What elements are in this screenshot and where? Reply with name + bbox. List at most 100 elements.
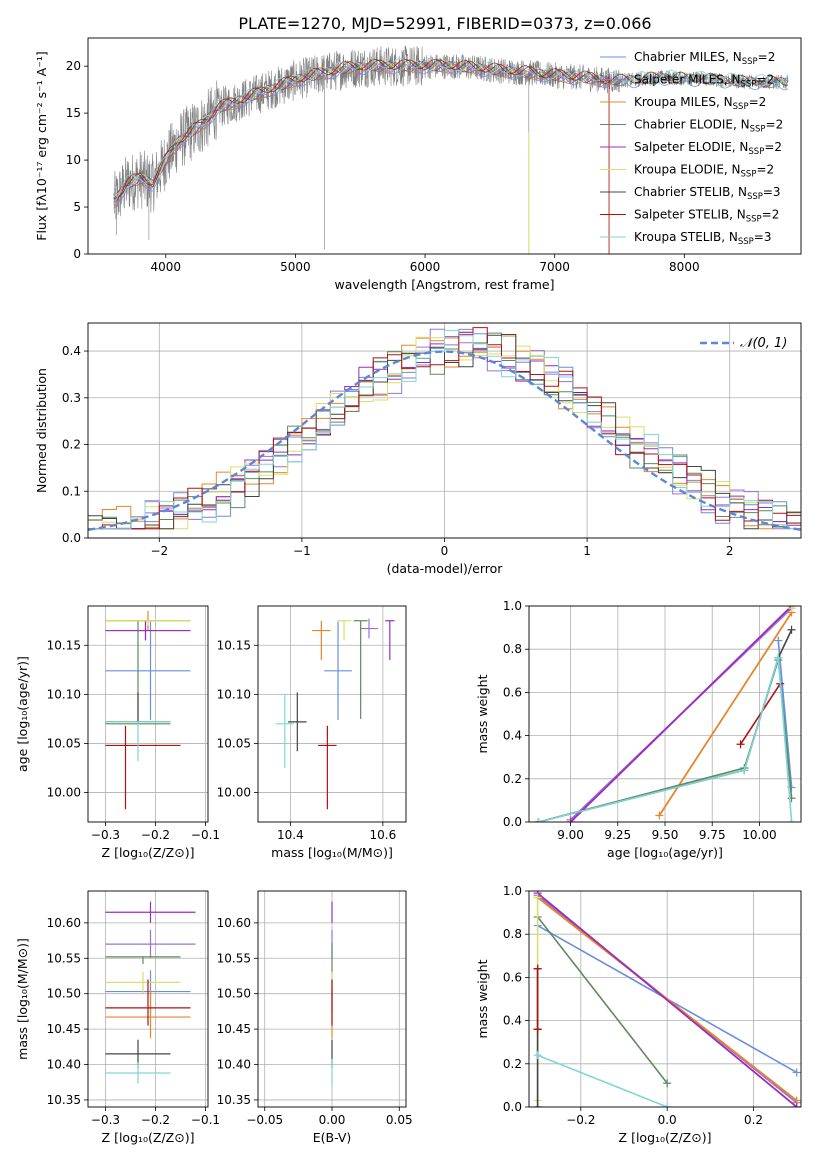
legend-nssp: =3: [754, 230, 772, 244]
x-tick-label: 6000: [410, 260, 441, 274]
x-axis-label: age [log₁₀(age/yr)]: [607, 845, 723, 860]
errorbar-point: [105, 620, 191, 626]
y-tick-label: 10.15: [47, 638, 81, 652]
legend-subscript: SSP: [741, 80, 757, 90]
model-spectrum-line: [113, 61, 789, 200]
weight-marker: [792, 1068, 801, 1077]
legend-entry: Chabrier MILES, NSSP=2: [634, 50, 775, 67]
errorbar-point: [353, 620, 368, 719]
legend-nssp: =2: [749, 95, 767, 109]
residual-histogram-step: [88, 330, 801, 530]
x-tick-label: −0.1: [191, 1113, 220, 1127]
weight-marker: [566, 818, 575, 822]
x-tick-label: −2: [150, 544, 168, 558]
x-tick-label: 0.0: [658, 1113, 677, 1127]
x-tick-label: 10.6: [370, 828, 397, 842]
x-tick-label: −0.3: [91, 1113, 120, 1127]
weight-line: [538, 657, 793, 822]
legend-nssp: =2: [764, 140, 782, 154]
weight-series: [533, 964, 542, 1034]
legend-model-name: Chabrier STELIB, N: [634, 185, 747, 199]
axes-frame: [87, 322, 802, 539]
y-tick-label: 10.45: [47, 1022, 81, 1036]
legend-model-name: Salpeter STELIB, N: [634, 208, 746, 222]
x-axis-label: wavelength [Angstrom, rest frame]: [334, 277, 554, 292]
axes-frame: [87, 890, 209, 1108]
axes-frame: [528, 890, 802, 1108]
legend-subscript: SSP: [733, 102, 749, 112]
weight-marker: [787, 625, 796, 634]
errorbar-point: [105, 621, 191, 720]
x-tick-label: −0.1: [191, 828, 220, 842]
y-tick-label: 0.0: [503, 815, 522, 829]
figure-title: PLATE=1270, MJD=52991, FIBERID=0373, z=0…: [238, 14, 651, 33]
errorbar-point: [105, 620, 191, 641]
axes-frame: [257, 890, 407, 1108]
y-tick-label: 1.0: [503, 884, 522, 898]
weight-series: [534, 653, 796, 822]
errorbar-point: [359, 618, 379, 639]
legend-nssp: =2: [766, 118, 784, 132]
errorbar-point: [385, 620, 395, 660]
weight-marker: [534, 818, 543, 822]
y-tick-label: 10.60: [47, 916, 81, 930]
y-tick-label: 1.0: [503, 599, 522, 613]
weight-marker: [740, 766, 749, 775]
weight-marker: [533, 893, 542, 902]
legend-entry: Chabrier STELIB, NSSP=3: [634, 185, 781, 202]
x-tick-label: 9.75: [699, 828, 726, 842]
x-tick-label: 1: [583, 544, 591, 558]
y-tick-label: 10.45: [217, 1022, 251, 1036]
x-tick-label: 0.05: [386, 1113, 413, 1127]
errorbar-point: [105, 929, 196, 959]
y-tick-label: 5: [73, 200, 81, 214]
x-tick-label: 0: [441, 544, 449, 558]
weight-marker: [792, 1103, 801, 1107]
errorbar-point: [105, 725, 181, 810]
y-tick-label: 0.8: [503, 927, 522, 941]
model-spectrum-line: [113, 58, 610, 254]
y-tick-label: 10: [66, 153, 81, 167]
legend-entry: 𝒩(0, 1): [740, 336, 787, 351]
weight-line: [536, 916, 668, 1084]
weight-line: [569, 606, 793, 822]
legend-subscript: SSP: [741, 170, 757, 180]
legend-nssp: =2: [762, 208, 780, 222]
y-tick-label: 10.60: [217, 916, 251, 930]
x-tick-label: 7000: [539, 260, 570, 274]
plot-area: [105, 901, 196, 1084]
y-tick-label: 0.6: [503, 970, 522, 984]
weight-marker: [533, 1051, 542, 1060]
y-tick-label: 0.0: [503, 1100, 522, 1114]
errorbar-point: [105, 956, 181, 964]
errorbar-point: [105, 692, 171, 724]
plot-area: [533, 891, 801, 1107]
y-tick-label: 0.1: [62, 484, 81, 498]
axes-frame: [87, 37, 802, 255]
panel-mass-weight-vs-age: 9.00 9.25 9.50 9.75 10.00 0.0 0.2 0.4 0.6 0.8 1.0 a…: [475, 599, 802, 860]
model-spectrum-line: [113, 59, 789, 200]
y-tick-label: 10.15: [217, 638, 251, 652]
y-axis-label: mass [log₁₀(M/M⊙)]: [15, 938, 30, 1060]
legend-model-name: Chabrier ELODIE, N: [634, 118, 750, 132]
y-tick-label: 10.40: [217, 1058, 251, 1072]
x-axis-label: Z [log₁₀(Z/Z⊙)]: [102, 845, 195, 860]
y-tick-label: 0.8: [503, 642, 522, 656]
y-tick-label: 0.6: [503, 685, 522, 699]
x-tick-label: −0.2: [566, 1113, 595, 1127]
weight-marker: [533, 964, 542, 973]
model-spectrum-line: [113, 61, 789, 205]
panel-mass-vs-Z: −0.3 −0.2 −0.1 10.35 10.40 10.45 10.50 10.55 10.…: [15, 890, 220, 1145]
weight-series: [655, 608, 796, 820]
errorbar-point: [105, 1062, 171, 1084]
y-tick-label: 10.50: [217, 987, 251, 1001]
legend-model-name: Kroupa MILES, N: [634, 95, 733, 109]
y-tick-label: 0.0: [62, 531, 81, 545]
x-tick-label: 9.00: [557, 828, 584, 842]
weight-marker: [655, 811, 664, 820]
weight-marker: [663, 1103, 672, 1107]
errorbar-point: [324, 621, 352, 720]
errorbar-point: [288, 692, 307, 752]
